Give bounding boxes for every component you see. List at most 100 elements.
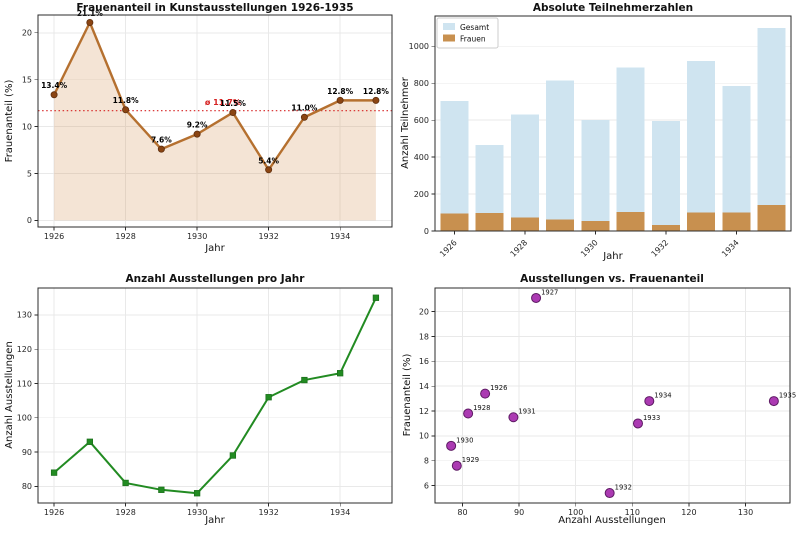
data-point: [463, 408, 474, 419]
point-label: 1933: [643, 414, 660, 422]
data-point: [158, 486, 165, 493]
x-tick-label: 1934: [720, 238, 741, 259]
point-label: 1930: [456, 436, 473, 444]
data-point: [300, 113, 308, 121]
data-point: [50, 469, 58, 476]
mean-label: ø 11.7%: [205, 98, 241, 107]
bar-gesamt: [722, 86, 751, 231]
data-point: [301, 376, 308, 384]
data-point: [193, 490, 201, 497]
y-axis-label: Frauenanteil (%): [4, 80, 15, 163]
point-label: 1932: [615, 484, 632, 492]
teilnehmer-bar-chart: 0 200 400 600 800 1000 1926 1928 1930 1932 1934 Ab…: [400, 2, 792, 262]
x-tick-label: 1926: [438, 238, 459, 259]
y-tick-label: 12: [419, 407, 429, 416]
y-tick-label: 130: [17, 311, 32, 320]
y-tick-label: 120: [17, 345, 32, 354]
x-axis-label: Anzahl Ausstellungen: [558, 515, 666, 526]
data-point: [50, 91, 58, 99]
point-label: 21.1%: [77, 9, 104, 18]
y-tick-label: 800: [414, 79, 429, 88]
data-point: [157, 145, 165, 153]
point-label: 1935: [779, 392, 796, 400]
bar-frauen: [687, 212, 716, 231]
axes-frame: [434, 15, 792, 232]
bar-frauen: [651, 225, 680, 231]
y-tick-label: 8: [424, 457, 429, 466]
x-axis-label: Jahr: [602, 251, 623, 262]
y-axis-label: Anzahl Teilnehmer: [400, 76, 411, 169]
y-tick-label: 600: [414, 116, 429, 125]
data-point: [265, 394, 272, 401]
data-point: [336, 96, 344, 104]
point-label: 12.8%: [327, 87, 354, 96]
x-tick-label: 1928: [115, 232, 135, 241]
area-fill: [54, 22, 376, 221]
x-tick-label: 1932: [258, 508, 278, 517]
y-tick-label: 90: [22, 448, 32, 457]
point-label: 1931: [518, 408, 535, 416]
y-tick-label: 200: [414, 190, 429, 199]
data-point: [531, 292, 542, 303]
x-tick-label: 1926: [44, 508, 64, 517]
bar-gesamt: [757, 27, 786, 232]
data-point: [229, 452, 237, 459]
bar-gesamt: [546, 80, 575, 231]
data-point: [86, 438, 93, 445]
data-point: [372, 294, 380, 301]
y-axis-label: Frauenanteil (%): [402, 354, 413, 437]
data-point: [122, 106, 130, 114]
ausstellungen-line-chart: 80 90 100 110 120 130 1926 1928 1930 1932 1934 Anz…: [4, 273, 393, 526]
chart-ausstellungen-panel: 80 90 100 110 120 130 1926 1928 1930 1932 1934 Anz…: [0, 266, 400, 533]
y-tick-label: 400: [414, 153, 429, 162]
point-label: 9.2%: [187, 121, 208, 130]
data-point: [337, 370, 344, 377]
y-tick-label: 20: [419, 307, 429, 316]
chart-title: Anzahl Ausstellungen pro Jahr: [126, 273, 306, 285]
bar-frauen: [546, 219, 575, 231]
point-label: 5.4%: [258, 156, 279, 165]
x-tick-label: 130: [738, 508, 753, 517]
bar-gesamt: [616, 67, 645, 231]
data-point: [372, 96, 380, 104]
y-tick-label: 20: [22, 29, 32, 38]
chart-title: Absolute Teilnehmerzahlen: [533, 2, 693, 14]
legend: Gesamt Frauen: [436, 17, 499, 49]
bar-frauen: [757, 204, 786, 231]
x-tick-label: 80: [457, 508, 467, 517]
y-tick-label: 10: [419, 432, 429, 441]
chart-frauenanteil-panel: ø 11.7% 13.4% 21.1% 11.8% 7.6% 9.2% 11.5% 5.4% 1…: [0, 0, 400, 267]
data-line: [53, 297, 377, 495]
x-tick-label: 1934: [330, 232, 350, 241]
x-tick-label: 1928: [509, 238, 530, 259]
data-point: [480, 388, 491, 399]
x-tick-label: 1932: [258, 232, 278, 241]
bar-gesamt: [581, 120, 610, 231]
bar-frauen: [616, 212, 645, 231]
point-label: 13.4%: [41, 81, 68, 90]
legend-label-gesamt: Gesamt: [460, 23, 489, 32]
point-label: 11.0%: [291, 104, 318, 113]
y-tick-label: 10: [22, 122, 32, 131]
x-axis-label: Jahr: [204, 243, 225, 254]
y-tick-label: 0: [424, 227, 429, 236]
frauenanteil-area-chart: ø 11.7% 13.4% 21.1% 11.8% 7.6% 9.2% 11.5% 5.4% 1…: [4, 2, 393, 254]
chart-scatter-panel: 1926 1927 1928 1929 1930 1931 1932 1933 1934 1935…: [400, 266, 800, 533]
x-tick-label: 1930: [187, 508, 207, 517]
x-tick-label: 100: [568, 508, 583, 517]
y-tick-label: 14: [419, 382, 429, 391]
point-label: 1929: [462, 456, 479, 464]
bar-frauen: [722, 212, 751, 231]
data-point: [451, 460, 462, 471]
y-tick-label: 16: [419, 357, 429, 366]
x-tick-label: 1930: [579, 238, 600, 259]
data-point: [508, 412, 519, 423]
scatter-chart: 1926 1927 1928 1929 1930 1931 1932 1933 1934 1935…: [402, 273, 796, 526]
point-label: 1928: [473, 404, 490, 412]
x-tick-label: 1930: [187, 232, 207, 241]
y-tick-label: 15: [22, 76, 32, 85]
axes-frame: [37, 287, 393, 504]
data-point: [446, 440, 457, 451]
x-tick-label: 110: [625, 508, 640, 517]
